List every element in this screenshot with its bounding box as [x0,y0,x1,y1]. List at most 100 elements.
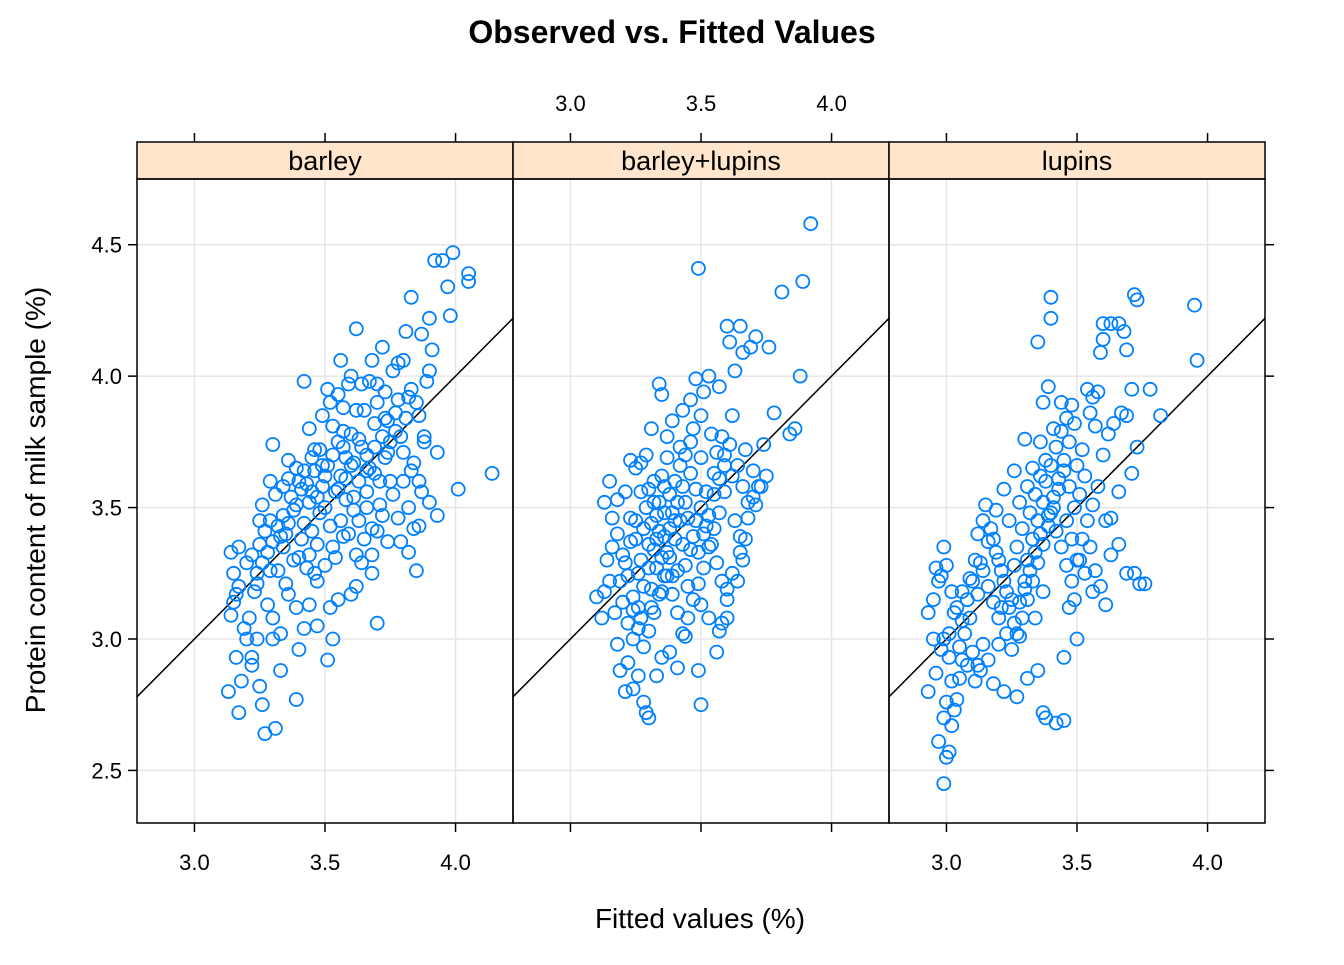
data-point [398,410,414,426]
data-point [377,410,393,426]
data-point [711,471,727,487]
data-point [675,402,691,418]
data-point [351,473,367,489]
data-point [664,505,680,521]
data-point [954,613,970,628]
data-point [419,373,435,389]
data-point [944,584,960,600]
data-point [408,394,424,410]
data-point [411,473,427,489]
data-point [312,442,328,458]
data-point [307,565,323,581]
data-point [414,326,430,342]
data-point [730,573,745,589]
data-point [223,607,239,623]
data-point [717,484,732,500]
data-point [1022,563,1038,579]
data-point [1012,594,1027,610]
data-point [1009,626,1025,642]
data-point [670,605,685,621]
data-point [685,592,701,607]
data-point [1074,531,1090,547]
data-point [1038,452,1054,468]
data-point [1017,581,1033,597]
data-point [1020,479,1035,494]
data-point [273,626,289,642]
data-point [1051,471,1067,487]
data-point [670,660,685,676]
data-point [450,481,466,497]
data-point [343,426,359,442]
panel-barley-lupins: barley+lupins 3.0 3.5 4.0 [512,91,890,832]
data-point [732,544,748,560]
data-point [602,473,617,489]
data-point [395,444,411,460]
data-point [1098,597,1114,613]
data-point [1142,381,1158,397]
data-point [628,460,644,476]
data-point [920,605,936,621]
data-point [262,473,278,489]
data-point [1046,421,1061,437]
data-point [1006,615,1022,631]
data-point [294,531,309,547]
data-point [1040,379,1056,395]
data-point [1103,547,1119,563]
x-tick-label: 3.0 [931,850,962,875]
data-point [722,334,738,350]
data-point [416,429,432,445]
data-point [952,639,967,655]
data-point [231,705,247,720]
data-point [265,631,281,647]
data-point [317,468,333,484]
data-point [244,657,260,673]
data-point [1095,331,1111,347]
data-point [1033,468,1048,484]
data-point [307,442,323,458]
data-point [314,408,330,424]
data-point [385,363,401,379]
data-point [1077,468,1093,484]
data-point [275,539,291,555]
data-point [975,636,991,652]
data-point [766,405,782,421]
data-point [320,652,336,668]
data-point [322,394,338,410]
data-point [691,576,706,592]
data-point [421,363,437,379]
data-point [273,529,289,544]
data-point [427,253,443,268]
data-point [803,216,819,232]
data-point [644,581,659,597]
data-point [693,408,709,424]
data-point [975,513,991,529]
data-point [962,610,978,626]
data-point [1067,500,1082,516]
data-point [364,565,380,581]
data-point [388,423,403,439]
data-point [1132,576,1148,592]
data-point [670,563,685,579]
data-point [1043,458,1059,473]
data-point [959,657,975,673]
data-point [993,600,1009,615]
data-point [372,473,388,489]
data-point [359,484,375,500]
data-point [239,631,255,647]
data-point [701,508,717,523]
data-point [1001,513,1017,529]
data-point [946,702,962,718]
data-point [714,429,730,445]
data-point [732,529,748,544]
data-point [445,245,461,261]
data-point [403,289,419,305]
data-point [1153,408,1168,424]
data-point [335,529,351,544]
data-point [644,600,659,615]
data-point [1093,579,1108,594]
data-point [970,657,986,673]
data-point [312,505,328,521]
data-point [304,484,320,500]
data-point [610,526,625,542]
data-point [1087,563,1103,579]
